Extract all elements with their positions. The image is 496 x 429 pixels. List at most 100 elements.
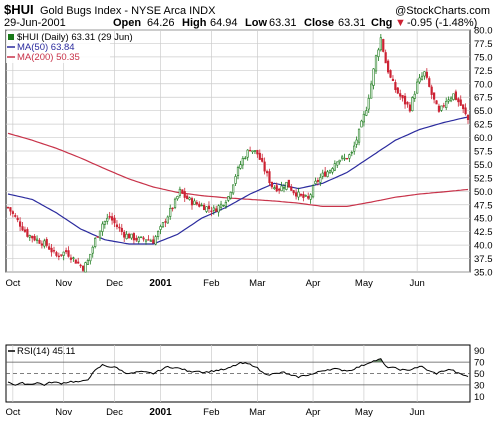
candle-up — [449, 97, 453, 102]
candle-up — [161, 222, 165, 228]
candle-up — [447, 99, 450, 102]
candle-down — [16, 217, 19, 221]
rsi-x-tick-label: Feb — [203, 407, 219, 418]
price-legend-swatch — [8, 34, 14, 40]
candle-down — [292, 190, 295, 194]
candle-down — [152, 239, 155, 244]
candle-up — [178, 188, 181, 196]
candle-down — [69, 257, 73, 260]
candle-up — [43, 240, 46, 247]
candle-up — [273, 187, 276, 190]
candle-up — [377, 49, 380, 57]
index-name: Gold Bugs Index - NYSE Arca INDX — [40, 5, 216, 17]
candle-down — [263, 161, 266, 172]
candle-up — [416, 81, 419, 94]
candle-up — [353, 145, 356, 152]
rsi-x-axis: Oct Nov Dec 2001 Feb Mar Apr May Jun — [5, 407, 424, 418]
candle-down — [60, 254, 63, 256]
watermark: @StockCharts.com — [395, 5, 490, 17]
candle-up — [232, 184, 235, 194]
high-value: 64.94 — [210, 17, 238, 29]
candle-up — [239, 164, 242, 169]
candle-down — [142, 237, 145, 240]
candle-up — [227, 196, 230, 201]
candle-up — [319, 177, 322, 183]
candle-down — [118, 226, 121, 229]
price-legend-label: $HUI (Daily) 63.31 (29 Jun) — [17, 32, 133, 43]
candle-up — [348, 154, 351, 159]
candle-up — [328, 170, 332, 174]
candle-down — [459, 99, 462, 106]
price-y-tick-label: 52.5 — [474, 173, 493, 184]
candle-up — [222, 204, 225, 207]
candle-down — [123, 231, 126, 238]
candle-down — [261, 157, 264, 162]
candle-down — [23, 229, 27, 232]
candle-up — [224, 201, 227, 207]
candle-down — [275, 185, 278, 192]
price-x-tick-label: Nov — [55, 278, 72, 289]
quote-date: 29-Jun-2001 — [4, 17, 66, 29]
candle-up — [445, 101, 448, 109]
candle-up — [333, 163, 336, 171]
candle-down — [295, 192, 298, 197]
price-y-tick-label: 37.5 — [474, 254, 493, 265]
price-legend: $HUI (Daily) 63.31 (29 Jun) MA(50) 63.84… — [6, 31, 133, 63]
candle-down — [111, 216, 114, 221]
candle-down — [127, 233, 131, 239]
price-y-tick-label: 72.5 — [474, 66, 493, 77]
chg-marker-icon: ▼ — [395, 17, 406, 29]
candle-up — [157, 231, 160, 237]
candle-down — [462, 104, 465, 110]
close-value: 63.31 — [338, 17, 366, 29]
candle-up — [103, 220, 106, 225]
candle-down — [195, 202, 198, 205]
candle-down — [290, 186, 293, 191]
candle-down — [387, 60, 390, 73]
candle-down — [181, 189, 184, 194]
candle-down — [48, 246, 51, 250]
candle-up — [84, 262, 87, 273]
candle-down — [135, 237, 138, 241]
low-value: 63.31 — [269, 17, 297, 29]
price-x-axis: Oct Nov Dec 2001 Feb Mar Apr May Jun — [5, 278, 424, 289]
candle-down — [21, 226, 24, 231]
candle-down — [428, 78, 431, 87]
candle-down — [33, 236, 36, 241]
candle-down — [256, 149, 259, 155]
candle-up — [62, 251, 65, 256]
candle-down — [19, 221, 22, 227]
price-y-tick-label: 45.0 — [474, 214, 493, 225]
rsi-x-tick-label: Mar — [249, 407, 265, 418]
ma50-line — [7, 116, 469, 245]
rsi-x-tick-label: Nov — [55, 407, 72, 418]
chg-value: -0.95 (-1.48%) — [407, 17, 477, 29]
close-label: Close — [304, 17, 334, 29]
candle-up — [130, 233, 133, 239]
price-y-tick-label: 80.0 — [474, 26, 493, 37]
candle-down — [190, 198, 194, 206]
candle-up — [343, 157, 346, 160]
candle-up — [91, 246, 94, 254]
candle-up — [35, 238, 39, 241]
candle-down — [38, 239, 41, 244]
candle-up — [169, 208, 172, 217]
price-y-tick-label: 70.0 — [474, 79, 493, 90]
candle-up — [140, 236, 143, 238]
candle-down — [11, 211, 14, 214]
candle-up — [452, 93, 455, 100]
candle-down — [65, 250, 68, 253]
candle-down — [81, 265, 85, 271]
ma200-line — [7, 132, 469, 207]
candle-up — [106, 217, 109, 222]
candle-down — [120, 227, 123, 232]
candle-down — [50, 247, 53, 253]
candle-up — [101, 223, 104, 232]
price-x-tick-label: Dec — [106, 278, 123, 289]
price-y-tick-label: 50.0 — [474, 187, 493, 198]
candle-up — [205, 206, 208, 212]
price-panel: 35.0 37.5 40.0 42.5 45.0 47.5 50.0 52.5 55.0 57.5… — [5, 26, 493, 279]
candle-up — [137, 237, 140, 242]
